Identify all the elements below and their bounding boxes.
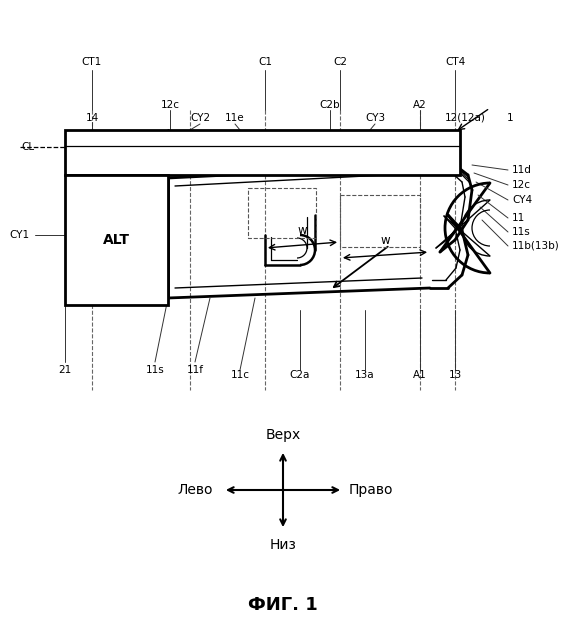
Text: CY3: CY3: [365, 113, 385, 123]
Text: 13: 13: [448, 370, 462, 380]
Text: 1: 1: [507, 113, 513, 123]
Text: A2: A2: [413, 100, 427, 110]
Text: C2a: C2a: [290, 370, 310, 380]
Text: CT4: CT4: [445, 57, 465, 67]
Text: 21: 21: [58, 365, 72, 375]
Text: CT1: CT1: [82, 57, 102, 67]
Text: 11e: 11e: [225, 113, 245, 123]
Text: 11s: 11s: [145, 365, 164, 375]
Text: 11b(13b): 11b(13b): [512, 241, 560, 251]
Text: 12(12a): 12(12a): [444, 113, 486, 123]
Text: ФИГ. 1: ФИГ. 1: [248, 596, 318, 614]
Text: CY4: CY4: [512, 195, 532, 205]
Text: C2: C2: [333, 57, 347, 67]
Text: 14: 14: [85, 113, 98, 123]
Text: 11s: 11s: [512, 227, 531, 237]
Text: 11c: 11c: [230, 370, 250, 380]
Text: w: w: [297, 224, 307, 237]
Text: CY2: CY2: [190, 113, 210, 123]
Text: ALT: ALT: [103, 233, 130, 247]
FancyBboxPatch shape: [65, 130, 460, 175]
Text: 11: 11: [512, 213, 525, 223]
Text: A1: A1: [413, 370, 427, 380]
Text: CL: CL: [22, 142, 35, 152]
FancyBboxPatch shape: [65, 175, 168, 305]
Text: Верх: Верх: [265, 428, 301, 442]
Text: 12c: 12c: [512, 180, 531, 190]
Text: Низ: Низ: [269, 538, 297, 552]
Text: Право: Право: [349, 483, 393, 497]
Text: 12c: 12c: [161, 100, 179, 110]
Text: 11f: 11f: [187, 365, 204, 375]
Text: C1: C1: [258, 57, 272, 67]
Text: 13a: 13a: [355, 370, 375, 380]
Text: 11d: 11d: [512, 165, 532, 175]
Text: w: w: [380, 234, 390, 247]
Text: Лево: Лево: [177, 483, 213, 497]
Text: CY1: CY1: [10, 230, 30, 240]
Text: C2b: C2b: [320, 100, 340, 110]
